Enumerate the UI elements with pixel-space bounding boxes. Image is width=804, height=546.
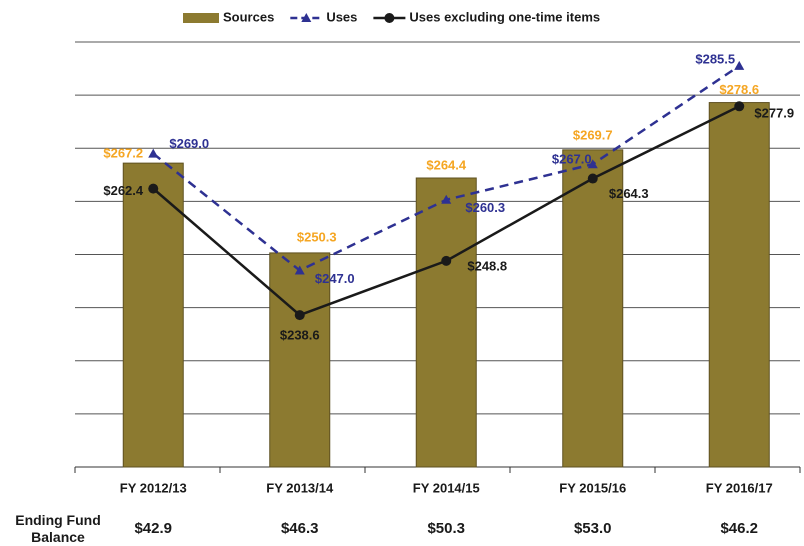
legend-marker (301, 13, 312, 22)
data-label: $262.4 (103, 183, 144, 198)
marker (587, 159, 598, 169)
data-label: $278.6 (719, 82, 759, 97)
legend-label: Uses (326, 9, 357, 24)
data-label: $269.0 (169, 136, 209, 151)
bar (708, 102, 770, 468)
bar (122, 162, 184, 468)
marker (734, 60, 745, 70)
legend-marker (384, 13, 395, 23)
x-tick-label: FY 2016/17 (706, 480, 773, 495)
data-label: $248.8 (467, 258, 507, 273)
marker (148, 148, 159, 158)
data-label: $269.7 (573, 127, 613, 142)
data-label: $238.6 (280, 328, 320, 343)
x-tick-label: FY 2014/15 (413, 480, 480, 495)
footer-value: $50.3 (427, 520, 465, 537)
bar (415, 177, 477, 468)
footer-value: $42.9 (134, 520, 172, 537)
legend-swatch (183, 13, 219, 23)
x-tick-label: FY 2013/14 (266, 480, 334, 495)
x-tick-label: FY 2012/13 (120, 480, 187, 495)
marker (587, 173, 598, 184)
bar (562, 149, 624, 468)
data-label: $250.3 (297, 229, 337, 244)
legend-label: Uses excluding one-time items (409, 9, 600, 24)
data-label: $260.3 (465, 200, 505, 215)
footer-value: $46.3 (281, 520, 319, 537)
legend-label: Sources (223, 9, 274, 24)
marker (294, 265, 305, 275)
marker (148, 183, 159, 194)
marker (294, 310, 305, 321)
data-label: $267.2 (103, 146, 143, 161)
bar (269, 252, 331, 468)
footer-value: $53.0 (574, 520, 612, 537)
marker (734, 101, 745, 112)
footer-row-label: Ending Fund Balance (15, 512, 101, 545)
footer-value: $46.2 (720, 520, 758, 537)
marker (441, 255, 452, 266)
data-label: $277.9 (754, 106, 794, 121)
marker (441, 194, 452, 204)
data-label: $247.0 (315, 271, 355, 286)
data-label: $264.3 (609, 186, 649, 201)
data-label: $267.0 (552, 152, 592, 167)
x-tick-label: FY 2015/16 (559, 480, 626, 495)
data-label: $285.5 (695, 51, 735, 66)
data-label: $264.4 (426, 157, 467, 172)
